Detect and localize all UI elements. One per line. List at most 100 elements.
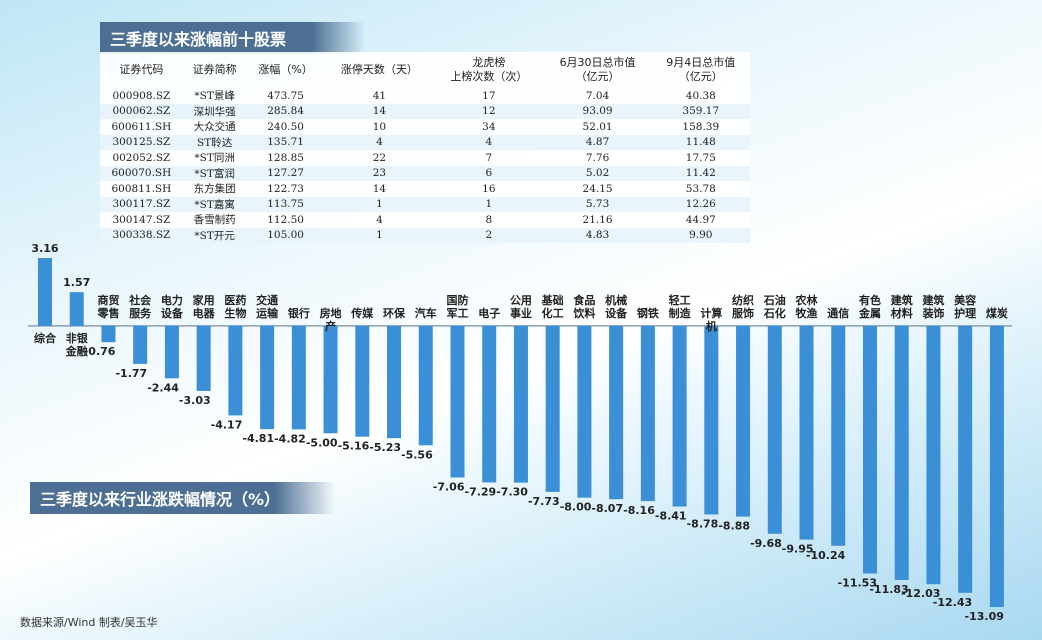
category-label: 钢铁: [636, 306, 659, 320]
category-label: 基础化工: [541, 293, 564, 320]
table-cell: 002052.SZ: [112, 151, 171, 164]
table-cell: 285.84: [246, 103, 325, 119]
table-cell: 240.50: [267, 120, 304, 133]
bar: [38, 258, 52, 326]
value-label: -0.76: [84, 345, 116, 358]
value-label: -8.41: [655, 509, 687, 522]
table-cell: 300125.SZ: [100, 134, 183, 150]
table-row: 300338.SZ *ST开元 105.00 1 2 4.83 9.90: [100, 227, 750, 243]
category-label: 传媒: [351, 306, 374, 320]
table-cell: 300338.SZ: [100, 227, 183, 243]
table-cell: 1: [434, 196, 544, 212]
table-cell: 7.04: [585, 89, 610, 102]
bar: [101, 325, 116, 343]
value-label: -8.00: [560, 501, 592, 514]
table-cell: 7: [485, 151, 493, 164]
table-cell: 6: [434, 165, 544, 181]
bar: [958, 325, 973, 593]
bar: [323, 325, 338, 434]
table-cell: 21.16: [582, 213, 613, 226]
value-label: -5.00: [306, 436, 338, 449]
bar: [577, 325, 592, 498]
value-label: -7.29: [465, 485, 497, 498]
table-cell: 473.75: [267, 89, 304, 102]
category-label: 商贸零售: [97, 293, 120, 320]
header-line: 证券代码: [119, 63, 164, 76]
bar: [260, 325, 275, 430]
table-cell: 17.75: [685, 151, 716, 164]
table-cell: 359.17: [651, 103, 750, 119]
table-cell: 122.73: [267, 182, 304, 195]
value-label: -11.53: [838, 576, 877, 589]
table-cell: 7.76: [585, 151, 610, 164]
header-row: 证券代码 证券简称 涨幅（%） 涨停天数（天） 龙虎榜 上榜次数（次） 6月30日总市值 （亿…: [100, 52, 750, 88]
value-label: -12.43: [933, 596, 972, 609]
table-row: 300125.SZ ST聆达 135.71 4 4 4.87 11.48: [100, 134, 750, 150]
table-cell: 22: [372, 151, 387, 164]
value-label: -7.30: [496, 486, 528, 499]
table-cell: 158.39: [682, 120, 720, 133]
table-row: 300147.SZ 香雪制药 112.50 4 8 21.16 44.97: [100, 212, 750, 228]
value-label: -8.88: [718, 520, 750, 533]
bar: [862, 325, 877, 574]
header-line: 上榜次数（次）: [450, 70, 528, 83]
table-cell: 12: [434, 103, 544, 119]
table-row: 300117.SZ *ST嘉寓 113.75 1 1 5.73 12.26: [100, 196, 750, 212]
table-cell: 14: [372, 182, 387, 195]
bar: [704, 325, 719, 515]
category-label: 煤炭: [985, 306, 1008, 320]
table-cell: 12.26: [651, 196, 750, 212]
table-cell: 600611.SH: [111, 120, 172, 133]
bar: [450, 325, 465, 478]
bar: [736, 325, 751, 517]
table-cell: 128.85: [267, 151, 304, 164]
value-label: -9.68: [750, 537, 782, 550]
table-cell: 4: [434, 134, 544, 150]
category-label: 电子: [478, 306, 501, 320]
value-label: -4.82: [274, 432, 306, 445]
table-cell: 127.27: [246, 165, 325, 181]
category-label: 环保: [383, 306, 406, 320]
header-line: （亿元）: [678, 70, 723, 83]
value-label: -2.44: [147, 381, 179, 394]
column-header: 龙虎榜 上榜次数（次）: [434, 52, 543, 88]
table-cell: 14: [324, 103, 435, 119]
table-cell: 105.00: [246, 227, 325, 243]
category-label: 家用电器: [192, 293, 215, 320]
table-cell: 4.83: [543, 227, 652, 243]
table-row: 600811.SH 东方集团 122.73 14 16 24.15 53.78: [100, 181, 750, 197]
table-cell: 深圳华强: [182, 103, 247, 119]
table-cell: 135.71: [246, 134, 325, 150]
table-cell: 93.09: [543, 103, 652, 119]
table-cell: 34: [482, 120, 496, 133]
category-label: 有色金属: [858, 293, 881, 320]
table-cell: 大众交通: [193, 121, 236, 134]
table-cell: 24.15: [582, 182, 613, 195]
bar: [355, 325, 370, 437]
table-cell: 2: [434, 227, 544, 243]
table-cell: *ST开元: [182, 227, 247, 243]
bar: [196, 325, 211, 391]
category-label: 非银金融: [65, 331, 88, 358]
value-label: -5.16: [338, 440, 370, 453]
bar: [291, 325, 306, 430]
bar: [133, 325, 148, 364]
table-row: 000908.SZ *ST景峰 473.75 41 17 7.04 40.38: [100, 88, 750, 104]
table-cell: 53.78: [685, 182, 716, 195]
table-cell: *ST同洲: [194, 152, 235, 165]
bar: [513, 325, 528, 483]
category-label: 机械设备: [605, 293, 628, 320]
value-label: -3.03: [179, 394, 211, 407]
bar: [672, 325, 687, 507]
table-cell: 4: [376, 213, 383, 226]
table-cell: 300117.SZ: [100, 196, 183, 212]
category-label: 轻工制造: [668, 293, 691, 320]
bar: [418, 325, 433, 446]
bar: [482, 325, 497, 483]
table-cell: 600811.SH: [111, 182, 172, 195]
value-label: -12.03: [901, 587, 940, 600]
header-line: 6月30日总市值: [559, 56, 636, 69]
value-label: -4.81: [242, 432, 274, 445]
table-row: 600611.SH 大众交通 240.50 10 34 52.01 158.39: [100, 119, 750, 135]
